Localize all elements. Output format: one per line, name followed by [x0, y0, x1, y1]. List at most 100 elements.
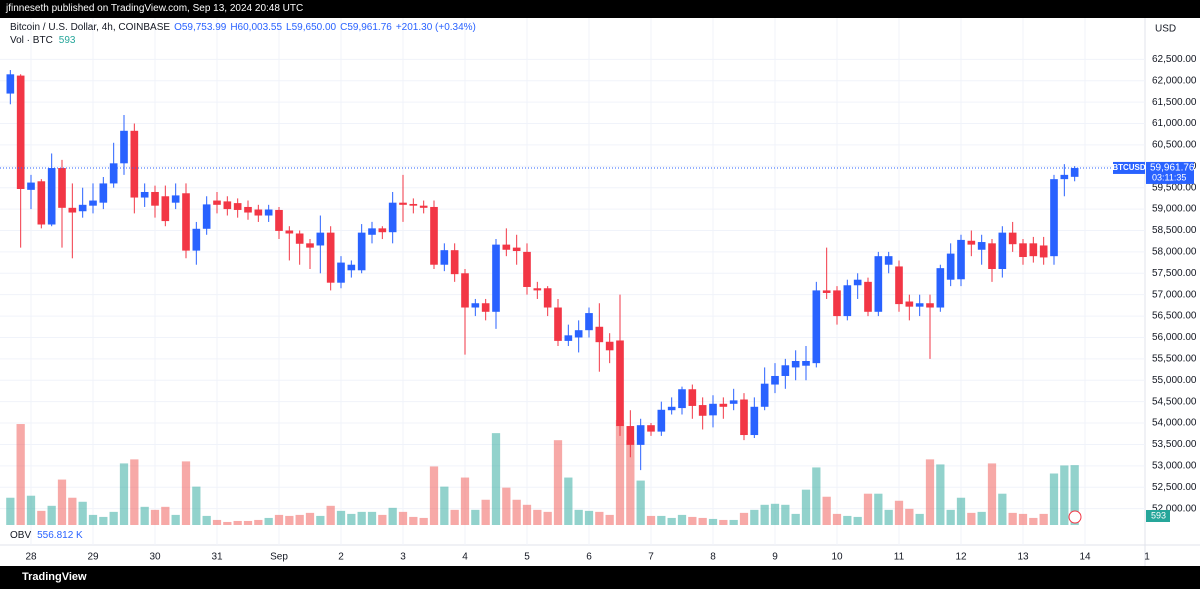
obv-name: OBV [10, 530, 32, 541]
x-tick-label: 9 [772, 552, 778, 563]
y-tick-label: 56,000.00 [1152, 332, 1197, 343]
volume-bar [1029, 517, 1038, 525]
y-tick-label: 60,500.00 [1152, 140, 1197, 151]
candle-body [977, 242, 986, 250]
x-tick-label: 31 [211, 552, 223, 563]
candle-body [895, 266, 903, 305]
volume-bar [140, 506, 149, 525]
x-tick-label: 1 [1144, 552, 1150, 563]
candle-body [864, 281, 872, 312]
y-tick-label: 62,500.00 [1152, 54, 1197, 65]
volume-bar [688, 516, 697, 525]
volume-bar [6, 497, 15, 525]
candle-body [833, 290, 841, 317]
candle-body [1039, 245, 1048, 258]
volume-bar [78, 501, 87, 525]
candle-body [709, 403, 717, 416]
volume-bar [450, 509, 459, 525]
candle-body [223, 201, 232, 210]
volume-bar [987, 463, 997, 525]
y-tick-label: 56,500.00 [1152, 311, 1197, 322]
volume-bar [781, 504, 790, 525]
candle-body [926, 303, 934, 308]
candle-body [1070, 167, 1079, 177]
candle-body [729, 400, 738, 404]
volume-bar [202, 515, 211, 525]
candle-body [750, 406, 759, 436]
candle-body [120, 130, 128, 164]
candle-body [812, 290, 821, 364]
ohlc: C59,961.76 [340, 22, 392, 33]
candle-body [946, 253, 955, 280]
candle-body [1029, 243, 1038, 257]
volume-bar [471, 509, 480, 525]
candle-body [481, 303, 490, 312]
y-tick-label: 59,000.00 [1152, 204, 1197, 215]
candle-body [771, 375, 779, 385]
candle-body [967, 240, 976, 245]
volume-bar [832, 513, 842, 525]
candle-body [58, 168, 66, 208]
volume-bar [481, 499, 490, 525]
candle-body [626, 426, 635, 445]
volume-bar [409, 516, 418, 525]
volume-bar [357, 511, 366, 525]
volume-bar [936, 464, 945, 525]
candle-body [357, 232, 366, 271]
candle-body [471, 303, 480, 308]
volume-bar [719, 519, 728, 525]
x-tick-label: 11 [894, 552, 905, 563]
candle-body [998, 232, 1007, 270]
volume-bar [522, 504, 532, 525]
candle-body [678, 389, 686, 409]
candle-body [791, 361, 800, 368]
x-tick-label: 2 [338, 552, 344, 563]
candle-body [16, 75, 25, 189]
volume-bar [801, 489, 811, 525]
volume-bar [915, 513, 924, 525]
volume-bar [770, 503, 780, 525]
candle-body [512, 247, 521, 252]
candle-body [853, 279, 862, 286]
candle-body [636, 425, 645, 445]
x-tick-label: Sep [270, 552, 288, 563]
volume-bar [1049, 473, 1059, 525]
candle-body [698, 405, 707, 416]
candle-body [171, 195, 180, 203]
obv-value: 556.812 K [37, 530, 83, 541]
volume-bar [150, 509, 160, 525]
volume-bar [171, 514, 180, 525]
volume-bar [68, 497, 77, 525]
title: Bitcoin / U.S. Dollar, 4h, COINBASE [10, 22, 171, 33]
y-tick-label: 58,500.00 [1152, 225, 1197, 236]
volume-bar [16, 424, 25, 525]
y-tick-label: 52,500.00 [1152, 482, 1197, 493]
volume-bar [1018, 513, 1028, 525]
candle-body [347, 264, 356, 271]
candle-body [657, 409, 666, 432]
volume-bar [181, 461, 191, 525]
volume-bar [440, 486, 449, 525]
x-tick-label: 14 [1079, 552, 1091, 563]
volume-line: Vol · BTC 593 [10, 34, 476, 47]
volume-bar [667, 517, 676, 525]
candle-body [936, 268, 945, 308]
candle-body [244, 206, 252, 213]
volume-bar [460, 477, 470, 525]
volume-bar [285, 515, 294, 525]
price-tag-countdown: 03:11:35 [1152, 172, 1186, 182]
candle-body [430, 206, 438, 265]
candle-body [450, 250, 459, 275]
candle-body [78, 204, 87, 212]
volume-bar [109, 511, 118, 525]
candle-body [616, 340, 624, 427]
candle-body [1008, 232, 1017, 245]
candle-body [802, 361, 810, 366]
volume-bar [99, 516, 108, 525]
candle-body [275, 209, 283, 231]
volume-bar [254, 519, 263, 525]
candle-body [388, 202, 397, 233]
volume-value: 593 [58, 35, 76, 46]
y-tick-label: 62,000.00 [1152, 75, 1197, 86]
volume-bar [243, 520, 253, 525]
